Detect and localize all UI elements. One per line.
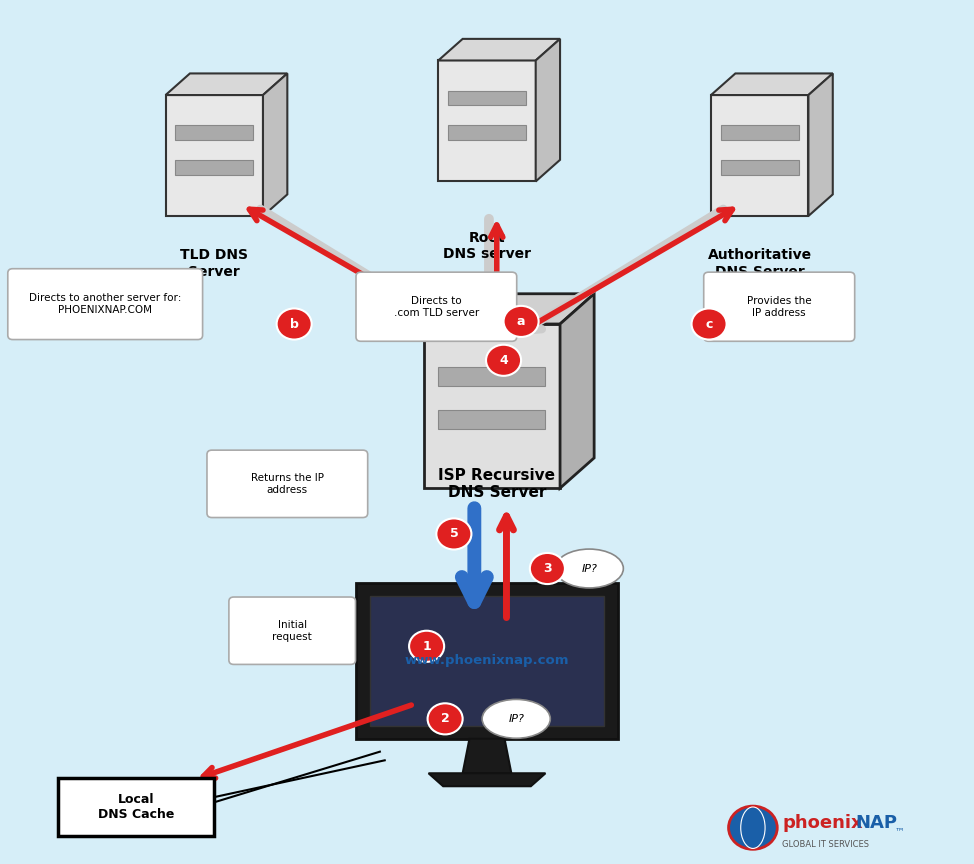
Polygon shape <box>166 95 263 216</box>
Circle shape <box>692 308 727 340</box>
Polygon shape <box>175 125 253 140</box>
Text: a: a <box>517 314 525 328</box>
Circle shape <box>729 806 777 849</box>
Polygon shape <box>438 60 536 181</box>
FancyBboxPatch shape <box>8 269 203 340</box>
Text: 3: 3 <box>543 562 551 575</box>
Polygon shape <box>438 39 560 60</box>
Circle shape <box>530 553 565 584</box>
Polygon shape <box>424 324 560 488</box>
Text: Authoritative
DNS Server: Authoritative DNS Server <box>708 249 811 278</box>
Text: phoenix: phoenix <box>782 814 863 831</box>
Text: 2: 2 <box>441 712 449 726</box>
Polygon shape <box>370 596 604 726</box>
Text: Returns the IP
address: Returns the IP address <box>251 473 323 494</box>
Text: TLD DNS
Server: TLD DNS Server <box>180 249 248 278</box>
Text: IP?: IP? <box>581 563 597 574</box>
Text: www.phoenixnap.com: www.phoenixnap.com <box>405 654 569 668</box>
Polygon shape <box>175 160 253 175</box>
Text: 4: 4 <box>500 353 507 367</box>
Circle shape <box>409 631 444 662</box>
Polygon shape <box>711 95 808 216</box>
Circle shape <box>436 518 471 550</box>
Polygon shape <box>429 773 545 786</box>
Polygon shape <box>721 160 799 175</box>
Polygon shape <box>721 125 799 140</box>
Circle shape <box>277 308 312 340</box>
Polygon shape <box>448 125 526 140</box>
Circle shape <box>486 345 521 376</box>
Polygon shape <box>424 294 594 324</box>
Text: IP?: IP? <box>508 714 524 724</box>
Ellipse shape <box>482 700 550 738</box>
FancyBboxPatch shape <box>229 597 356 664</box>
Text: Initial
request: Initial request <box>273 620 312 641</box>
Text: Directs to
.com TLD server: Directs to .com TLD server <box>393 296 479 318</box>
Polygon shape <box>448 91 526 105</box>
Polygon shape <box>711 73 833 95</box>
Text: GLOBAL IT SERVICES: GLOBAL IT SERVICES <box>782 841 869 849</box>
Polygon shape <box>536 39 560 181</box>
Polygon shape <box>463 739 511 773</box>
FancyBboxPatch shape <box>356 272 516 341</box>
Text: ISP Recursive
DNS Server: ISP Recursive DNS Server <box>438 467 555 500</box>
Polygon shape <box>560 294 594 488</box>
Text: Provides the
IP address: Provides the IP address <box>747 296 811 318</box>
Text: ™: ™ <box>894 826 904 836</box>
Text: c: c <box>705 317 713 331</box>
Text: 1: 1 <box>423 639 431 653</box>
Polygon shape <box>58 778 214 836</box>
Text: Directs to another server for:
PHOENIXNAP.COM: Directs to another server for: PHOENIXNA… <box>29 294 181 314</box>
Polygon shape <box>438 410 545 429</box>
Text: NAP: NAP <box>855 814 897 831</box>
Polygon shape <box>438 367 545 386</box>
Ellipse shape <box>555 550 623 588</box>
Text: Local
DNS Cache: Local DNS Cache <box>98 793 174 821</box>
Polygon shape <box>808 73 833 216</box>
Circle shape <box>504 306 539 337</box>
Polygon shape <box>166 73 287 95</box>
Text: b: b <box>289 317 299 331</box>
Text: 5: 5 <box>450 527 458 541</box>
Circle shape <box>428 703 463 734</box>
Text: Root
DNS server: Root DNS server <box>443 232 531 261</box>
FancyBboxPatch shape <box>703 272 855 341</box>
Polygon shape <box>263 73 287 216</box>
Polygon shape <box>356 583 618 739</box>
FancyBboxPatch shape <box>206 450 367 518</box>
